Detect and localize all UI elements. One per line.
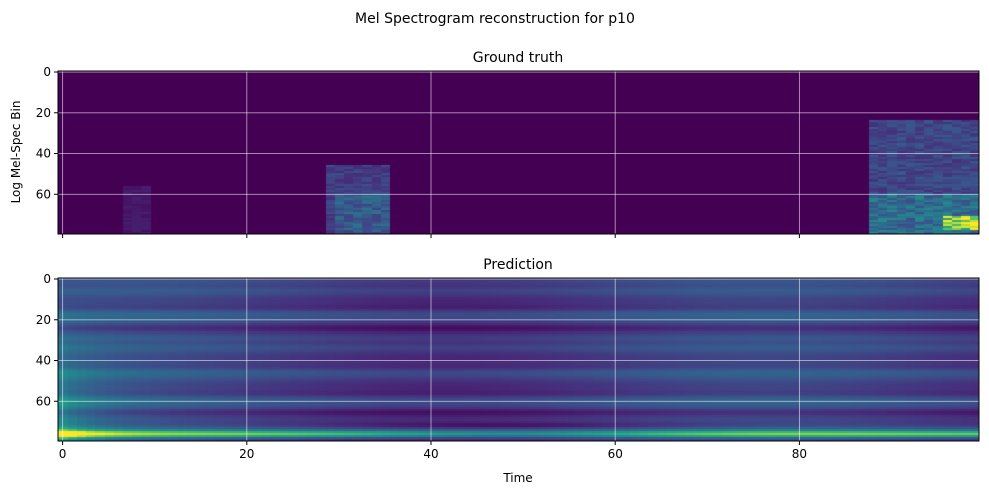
y-tick-label: 0 (43, 272, 51, 286)
y-tick-label: 60 (36, 187, 51, 201)
x-tick-label: 60 (608, 447, 623, 461)
y-tick-label: 20 (36, 313, 51, 327)
y-tick-label: 60 (36, 394, 51, 408)
ground-truth-title: Ground truth (473, 50, 563, 66)
prediction-xlabel: Time (502, 471, 532, 485)
ground-truth-panel: Ground truth Log Mel-Spec Bin 0 20 40 60 (9, 50, 980, 238)
y-tick-label: 40 (36, 147, 51, 161)
x-tick-label: 40 (423, 447, 438, 461)
prediction-panel: Prediction 0 20 40 60 80 0 20 40 60 Time (36, 257, 980, 485)
y-tick-label: 40 (36, 354, 51, 368)
ground-truth-frame (57, 70, 980, 235)
figure-suptitle: Mel Spectrogram reconstruction for p10 (355, 11, 635, 27)
y-tick-label: 20 (36, 106, 51, 120)
ground-truth-ylabel: Log Mel-Spec Bin (9, 101, 23, 204)
ground-truth-ticks: 0 20 40 60 (36, 65, 800, 238)
x-tick-label: 0 (59, 447, 67, 461)
ground-truth-grid (58, 71, 979, 234)
y-tick-label: 0 (43, 65, 51, 79)
x-tick-label: 20 (239, 447, 254, 461)
prediction-ticks: 0 20 40 60 80 0 20 40 60 (36, 272, 807, 461)
prediction-frame (57, 277, 980, 442)
prediction-heatmap (58, 278, 979, 441)
prediction-grid (58, 278, 979, 441)
prediction-title: Prediction (483, 257, 553, 273)
x-tick-label: 80 (792, 447, 807, 461)
ground-truth-heatmap (58, 71, 979, 234)
